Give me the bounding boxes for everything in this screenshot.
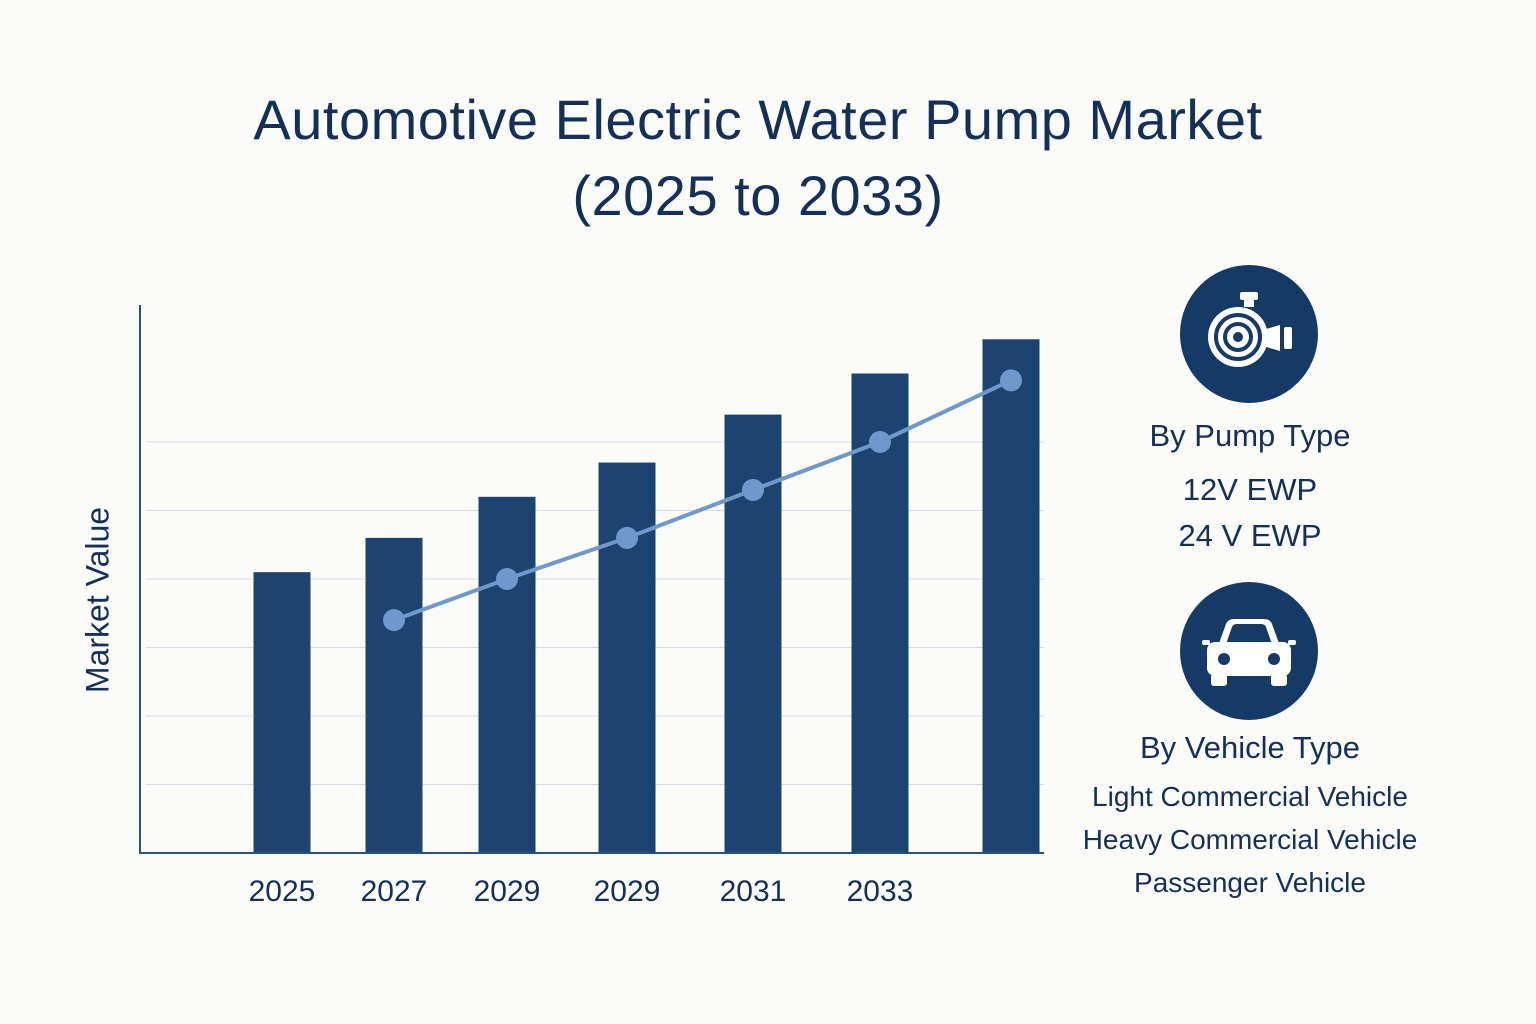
x-tick-label: 2029 <box>474 875 541 908</box>
pump-type-item: 12V EWP <box>1182 472 1318 507</box>
pump-type-heading: By Pump Type <box>1149 418 1351 453</box>
x-tick-label: 2033 <box>847 875 914 908</box>
bar <box>253 572 311 853</box>
x-tick-label: 2025 <box>249 875 316 908</box>
x-tick-label: 2031 <box>720 875 787 908</box>
series-line <box>393 378 1012 622</box>
chart-title: Automotive Electric Water Pump Market (2… <box>0 82 1516 234</box>
bar <box>598 462 656 853</box>
car-icon <box>1180 582 1318 720</box>
x-tick-label: 2029 <box>594 875 661 908</box>
line-point <box>383 609 405 632</box>
bar <box>478 496 536 853</box>
chart-title-line2: (2025 to 2033) <box>572 164 944 227</box>
bar <box>851 373 909 853</box>
vehicle-type-item: Passenger Vehicle <box>1134 867 1366 898</box>
segment-panel: By Pump Type 12V EWP 24 V EWP By Vehicle… <box>1060 0 1440 1024</box>
chart-title-line1: Automotive Electric Water Pump Market <box>253 88 1263 151</box>
pump-type-item: 24 V EWP <box>1178 518 1322 553</box>
bar <box>982 339 1040 853</box>
bar <box>365 537 423 853</box>
bar-line-chart: 2025 2027 2029 2029 2031 2033 <box>139 305 1044 908</box>
line-point <box>869 431 891 453</box>
x-tick-label: 2027 <box>361 875 428 908</box>
vehicle-type-heading: By Vehicle Type <box>1139 730 1360 765</box>
vehicle-type-item: Heavy Commercial Vehicle <box>1082 824 1418 855</box>
y-axis-label: Market Value <box>79 506 116 694</box>
line-point <box>742 478 764 501</box>
line-point <box>1000 369 1022 392</box>
vehicle-type-item: Light Commercial Vehicle <box>1092 781 1408 812</box>
line-point <box>496 568 518 590</box>
water-pump-icon <box>1180 265 1318 403</box>
line-point <box>616 526 638 549</box>
